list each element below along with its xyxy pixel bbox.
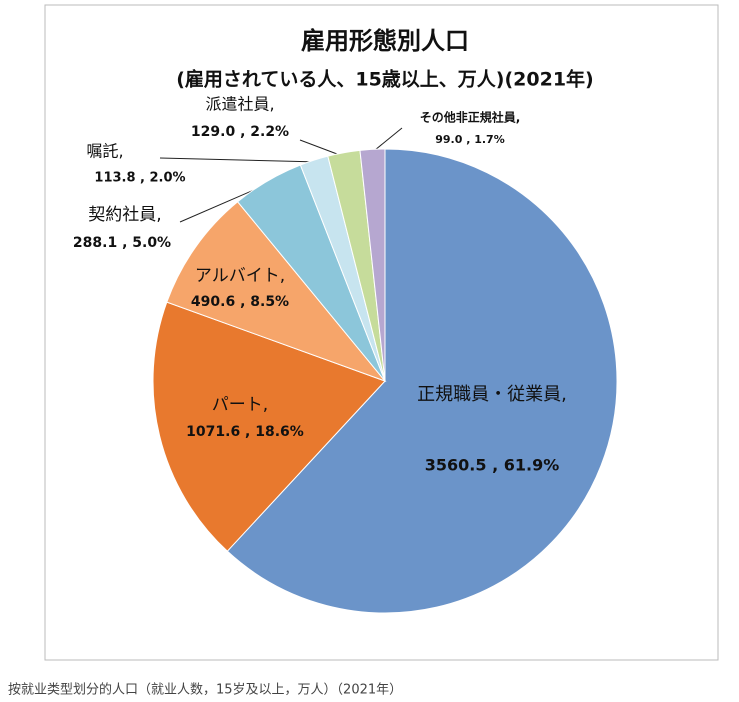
- slice-label: 正規職員・従業員,: [417, 384, 567, 405]
- chart-title: 雇用形態別人口: [301, 27, 469, 55]
- value-label: 1071.6 , 18.6%: [186, 424, 304, 440]
- slice-label: 契約社員,: [88, 205, 161, 225]
- leader-line: [159, 157, 321, 163]
- value-label: 99.0 , 1.7%: [435, 133, 505, 146]
- slice-label: その他非正規社員,: [420, 110, 521, 125]
- caption: 按就业类型划分的人口（就业人数，15岁及以上，万人）（2021年）: [8, 682, 402, 698]
- value-label: 288.1 , 5.0%: [73, 235, 171, 251]
- value-label: 129.0 , 2.2%: [191, 124, 289, 140]
- pie-slice: [359, 148, 386, 382]
- slice-label: パート,: [212, 395, 268, 415]
- pie-slice: [166, 201, 387, 383]
- slice-label: 派遣社員,: [205, 95, 274, 114]
- value-label: 490.6 , 8.5%: [191, 294, 289, 310]
- chart-subtitle: (雇用されている人、15歳以上、万人)(2021年): [176, 68, 594, 91]
- slice-label: 嘱託,: [86, 142, 123, 161]
- pie-slice: [152, 301, 386, 552]
- slice-label: アルバイト,: [195, 266, 285, 286]
- pie-slice: [226, 148, 618, 614]
- value-label: 3560.5 , 61.9%: [425, 456, 559, 475]
- value-label: 113.8 , 2.0%: [94, 171, 185, 186]
- leader-line: [374, 127, 403, 151]
